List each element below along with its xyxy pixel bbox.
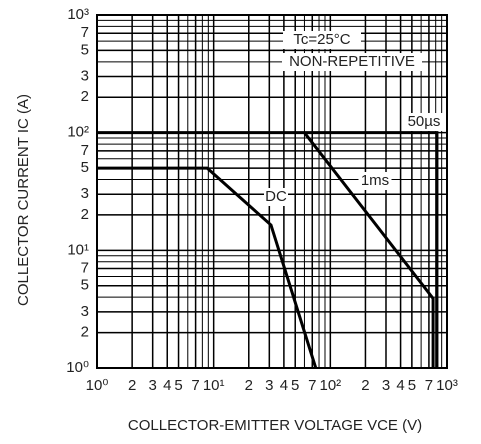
y-tick-label: 3	[81, 67, 89, 84]
x-tick-label: 4	[163, 377, 171, 394]
x-tick-label: 4	[280, 377, 288, 394]
series-line	[97, 166, 318, 369]
series-line	[97, 131, 439, 368]
x-tick-label: 2	[361, 377, 369, 394]
x-tick-label: 2	[128, 377, 136, 394]
y-tick-label: 10¹	[67, 241, 89, 258]
x-tick-label: 10²	[319, 377, 341, 394]
label-bg	[264, 188, 288, 206]
y-tick-label: 2	[81, 206, 89, 223]
x-tick-label: 5	[291, 377, 299, 394]
x-tick-label: 3	[148, 377, 156, 394]
x-tick-label: 10⁰	[86, 377, 109, 394]
label-bg	[403, 113, 445, 131]
y-tick-label: 3	[81, 185, 89, 202]
series-label: 50µs	[408, 113, 441, 130]
y-tick-label: 10²	[67, 124, 89, 141]
plot-frame	[96, 14, 448, 369]
y-tick-label: 7	[81, 142, 89, 159]
series-label: DC	[265, 188, 287, 205]
x-tick-label: 7	[425, 377, 433, 394]
x-tick-label: 3	[382, 377, 390, 394]
annotation: NON-REPETITIVE	[289, 53, 415, 70]
x-tick-label: 10³	[436, 377, 458, 394]
y-tick-label: 5	[81, 159, 89, 176]
label-bg	[283, 31, 361, 49]
x-tick-label: 5	[174, 377, 182, 394]
y-tick-label: 10⁰	[66, 359, 89, 376]
y-tick-label: 5	[81, 41, 89, 58]
y-tick-label: 2	[81, 88, 89, 105]
x-tick-label: 5	[408, 377, 416, 394]
label-bg	[358, 172, 392, 190]
x-tick-label: 7	[308, 377, 316, 394]
y-tick-label: 7	[81, 260, 89, 277]
x-axis-label: COLLECTOR-EMITTER VOLTAGE VCE (V)	[128, 417, 422, 434]
y-tick-label: 5	[81, 277, 89, 294]
x-tick-label: 4	[396, 377, 404, 394]
series-line	[303, 131, 435, 368]
label-bg	[282, 53, 422, 71]
series-label: 1ms	[361, 172, 389, 189]
y-tick-label: 7	[81, 24, 89, 41]
y-axis-label: COLLECTOR CURRENT IC (A)	[15, 94, 32, 306]
x-tick-label: 7	[191, 377, 199, 394]
y-tick-label: 10³	[67, 6, 89, 23]
x-tick-label: 2	[245, 377, 253, 394]
y-tick-label: 3	[81, 303, 89, 320]
x-tick-label: 10¹	[203, 377, 225, 394]
annotation: Tc=25°C	[293, 31, 350, 48]
y-tick-label: 2	[81, 324, 89, 341]
x-tick-label: 3	[265, 377, 273, 394]
